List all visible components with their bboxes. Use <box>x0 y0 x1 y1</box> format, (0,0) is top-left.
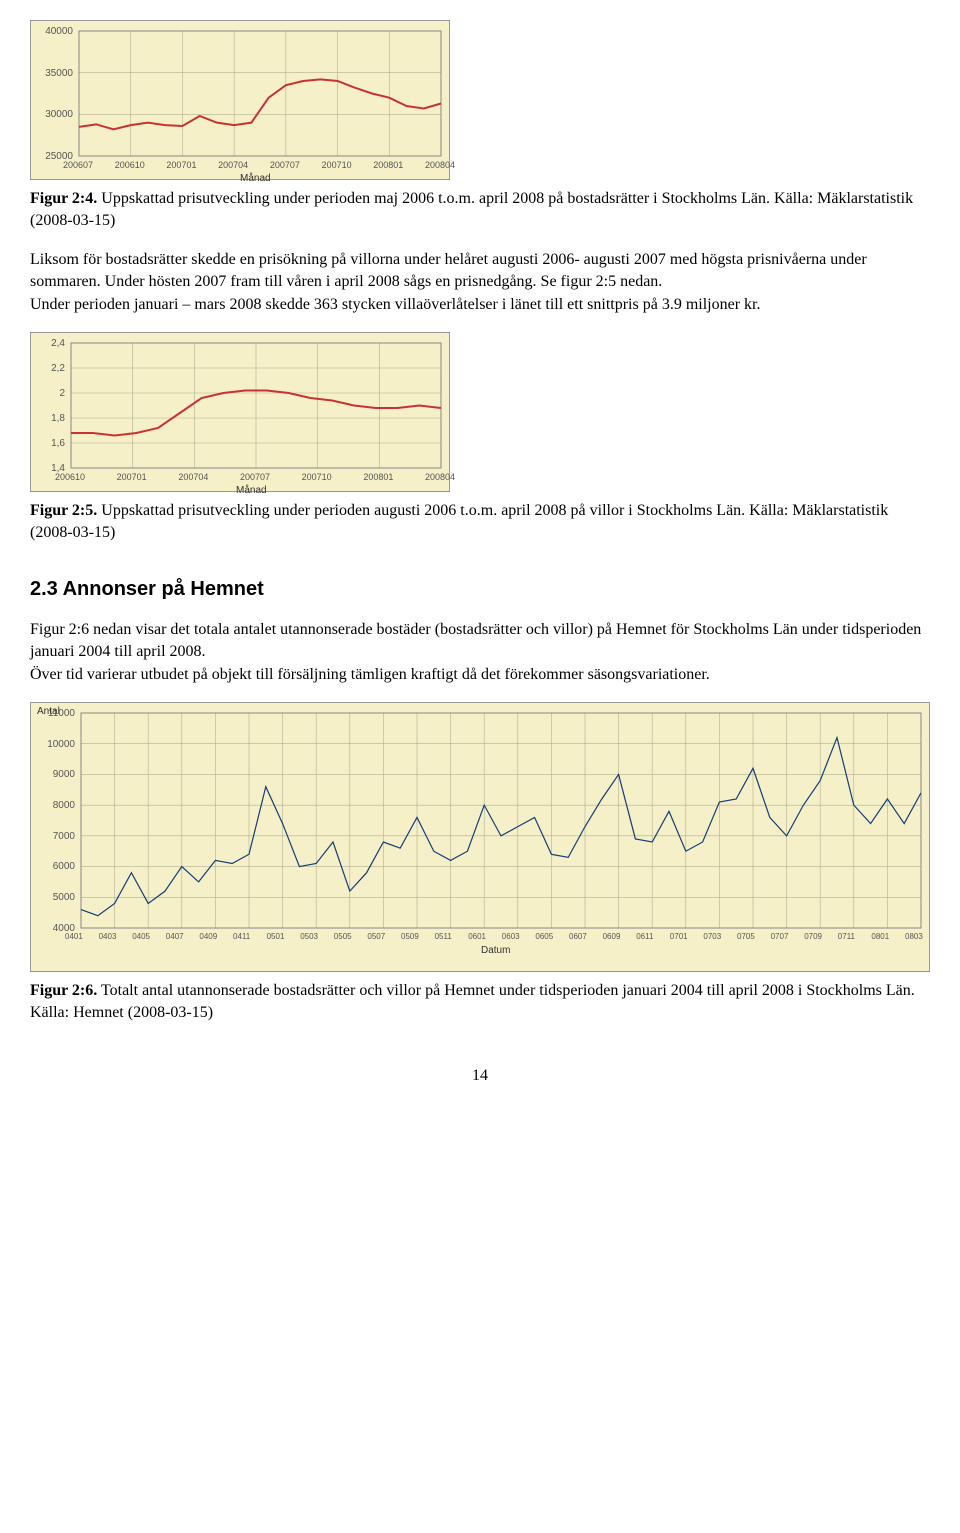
caption-figure-2-5: Figur 2:5. Uppskattad prisutveckling und… <box>30 500 930 545</box>
figure-text: Uppskattad prisutveckling under perioden… <box>30 502 888 541</box>
figure-text: Uppskattad prisutveckling under perioden… <box>30 190 913 229</box>
figure-label: Figur 2:5. <box>30 502 97 519</box>
paragraph: Liksom för bostadsrätter skedde en prisö… <box>30 249 930 316</box>
page-number: 14 <box>30 1065 930 1087</box>
chart-figure-2-4: 2500030000350004000020060720061020070120… <box>30 20 450 180</box>
section-heading: 2.3 Annonser på Hemnet <box>30 575 930 603</box>
figure-label: Figur 2:6. <box>30 982 97 999</box>
chart-figure-2-5: 1,41,61,822,22,4200610200701200704200707… <box>30 332 450 492</box>
chart-figure-2-6: 4000500060007000800090001000011000040104… <box>30 702 930 972</box>
caption-figure-2-4: Figur 2:4. Uppskattad prisutveckling und… <box>30 188 930 233</box>
figure-label: Figur 2:4. <box>30 190 97 207</box>
caption-figure-2-6: Figur 2:6. Totalt antal utannonserade bo… <box>30 980 930 1025</box>
figure-text: Totalt antal utannonserade bostadsrätter… <box>30 982 915 1021</box>
paragraph: Figur 2:6 nedan visar det totala antalet… <box>30 619 930 686</box>
